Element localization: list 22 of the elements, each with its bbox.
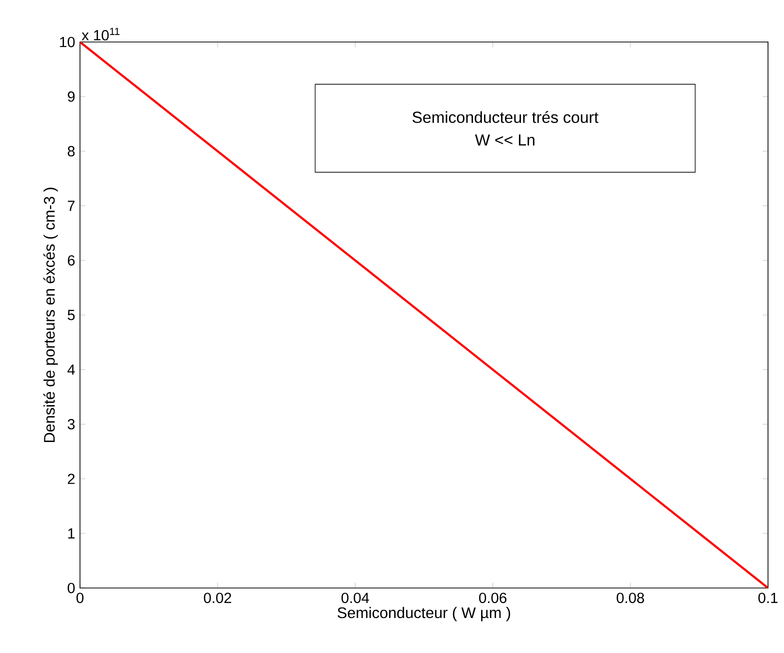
y-axis-title: Densité de porteurs en éxcés ( cm-3 ) xyxy=(43,188,58,442)
annotation: Semiconducteur trés court xyxy=(412,111,598,123)
y-tick-label: 8 xyxy=(68,146,75,156)
text: x 10$^{11}$ xyxy=(82,28,120,40)
y-tick-label: 6 xyxy=(68,255,75,266)
x-axis-title: Semiconducteur ( W µm ) xyxy=(338,606,510,622)
y-tick-label: 1 xyxy=(68,528,75,538)
y-tick-label: 5 xyxy=(68,310,75,320)
y-tick-label: 2 xyxy=(68,474,75,484)
y-tick-label: 0 xyxy=(68,582,75,594)
y-tick-label: 3 xyxy=(68,419,75,430)
x-tick-label: 0 xyxy=(76,592,84,604)
y-tick-label: 4 xyxy=(67,364,75,375)
x-tick-label: 0.04 xyxy=(341,592,370,604)
x-tick-label: 0.1 xyxy=(758,592,778,604)
y-tick-label: 9 xyxy=(68,91,75,102)
x-tick-label: 0.08 xyxy=(616,592,644,604)
y-tick-label: 10 xyxy=(60,36,75,48)
x-tick-label: 0.02 xyxy=(204,592,232,604)
y-tick-label: 7 xyxy=(68,200,75,211)
annotation: W << Ln xyxy=(475,134,534,146)
x-tick-label: 0.06 xyxy=(479,592,506,604)
